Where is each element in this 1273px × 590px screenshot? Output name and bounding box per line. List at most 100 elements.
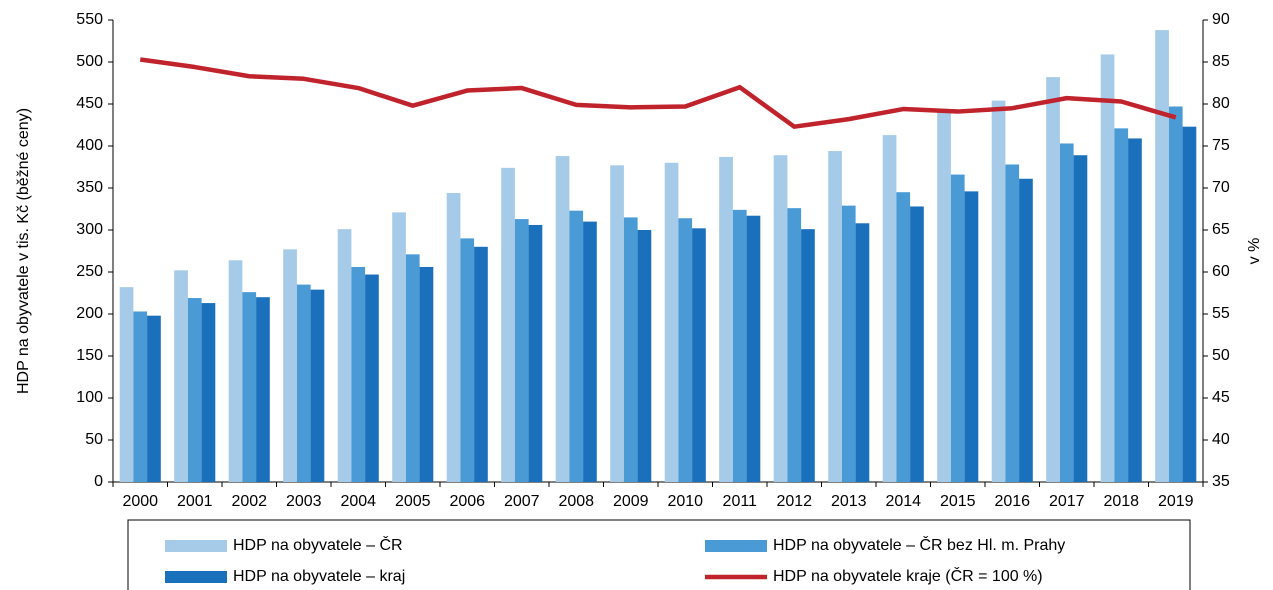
- y2-tick-label: 45: [1212, 389, 1230, 406]
- bar: [1100, 54, 1115, 482]
- x-tick-label: 2001: [177, 493, 213, 510]
- bar: [337, 229, 352, 482]
- x-tick-label: 2015: [940, 493, 976, 510]
- bar: [719, 156, 733, 483]
- x-tick-label: 2018: [1103, 493, 1139, 510]
- x-tick-label: 2016: [994, 493, 1030, 510]
- bar: [1114, 128, 1129, 483]
- y2-tick-label: 65: [1212, 221, 1230, 238]
- bar: [637, 230, 652, 482]
- x-tick-label: 2011: [723, 493, 758, 510]
- bar: [296, 284, 311, 482]
- bar: [828, 151, 842, 483]
- bar: [228, 260, 243, 482]
- line: [139, 57, 1177, 129]
- legend-box: [127, 519, 1191, 590]
- y-tick-label: 400: [76, 137, 103, 154]
- bar: [882, 135, 897, 482]
- bar: [569, 210, 584, 482]
- bar: [1073, 155, 1088, 483]
- y2-tick-label: 55: [1212, 305, 1230, 322]
- x-tick-label: 2010: [667, 493, 703, 510]
- bar: [678, 218, 693, 483]
- bar: [133, 311, 148, 482]
- x-tick-label: 2013: [831, 493, 867, 510]
- bar: [937, 111, 951, 482]
- bar: [692, 228, 706, 482]
- bar: [1182, 126, 1197, 483]
- bar: [474, 246, 488, 482]
- bar: [446, 193, 461, 483]
- bar: [732, 209, 747, 482]
- bar: [746, 215, 761, 482]
- bar: [1168, 106, 1183, 483]
- bar: [896, 192, 911, 482]
- legend-label: HDP na obyvatele – ČR bez Hl. m. Prahy: [773, 535, 1065, 554]
- y2-tick-label: 80: [1212, 95, 1230, 112]
- x-tick-label: 2003: [286, 493, 322, 510]
- y-tick-label: 350: [76, 179, 103, 196]
- y2-tick-label: 70: [1212, 179, 1230, 196]
- bar: [855, 223, 870, 482]
- bar: [392, 212, 406, 483]
- bar: [964, 191, 979, 483]
- legend-label: HDP na obyvatele – kraj: [233, 568, 405, 585]
- y2-tick-label: 40: [1212, 431, 1230, 448]
- y-tick-label: 50: [85, 431, 103, 448]
- legend-swatch: [165, 571, 227, 583]
- x-tick-label: 2014: [885, 493, 921, 510]
- bar: [623, 217, 638, 482]
- bar: [460, 238, 475, 482]
- x-tick-label: 2000: [122, 493, 158, 510]
- bar: [910, 206, 924, 483]
- bar: [351, 266, 366, 482]
- x-tick-label: 2009: [613, 493, 649, 510]
- bar: [365, 274, 379, 482]
- x-tick-label: 2006: [449, 493, 485, 510]
- y2-tick-label: 90: [1212, 11, 1230, 28]
- y-tick-label: 100: [76, 389, 103, 406]
- bar: [1059, 143, 1074, 483]
- y-tick-label: 500: [76, 53, 103, 70]
- bar: [787, 208, 802, 482]
- x-tick-label: 2002: [231, 493, 267, 510]
- y2-tick-label: 50: [1212, 347, 1230, 364]
- y-tick-label: 150: [76, 347, 103, 364]
- bar: [119, 287, 134, 482]
- x-tick-label: 2017: [1049, 493, 1085, 510]
- y-tick-label: 0: [94, 473, 103, 490]
- bar: [310, 289, 325, 482]
- y-axis-label: HDP na obyvatele v tis. Kč (běžné ceny): [15, 108, 32, 394]
- bar: [242, 292, 257, 482]
- legend-label: HDP na obyvatele – ČR: [233, 535, 403, 554]
- bar: [1019, 178, 1033, 482]
- bar: [528, 224, 543, 482]
- bar: [991, 100, 1006, 482]
- y-tick-label: 450: [76, 95, 103, 112]
- bar: [283, 249, 297, 482]
- y-tick-label: 300: [76, 221, 103, 238]
- bar: [801, 229, 815, 482]
- bar: [773, 155, 788, 483]
- y-tick-label: 200: [76, 305, 103, 322]
- legend-label: HDP na obyvatele kraje (ČR = 100 %): [773, 566, 1043, 585]
- bar: [664, 162, 679, 483]
- x-tick-label: 2005: [395, 493, 431, 510]
- bar: [174, 270, 188, 482]
- bar: [1128, 138, 1142, 482]
- bar: [610, 165, 624, 482]
- bar: [1046, 77, 1060, 483]
- bar: [419, 266, 434, 482]
- bar: [256, 297, 270, 482]
- bar: [555, 156, 570, 482]
- y2-tick-label: 60: [1212, 263, 1230, 280]
- x-tick-label: 2008: [558, 493, 594, 510]
- bar: [187, 298, 202, 482]
- bar: [501, 167, 515, 482]
- bar: [405, 254, 420, 482]
- y-tick-label: 550: [76, 11, 103, 28]
- bar: [1155, 30, 1169, 483]
- y2-tick-label: 75: [1212, 137, 1230, 154]
- bar: [950, 174, 965, 482]
